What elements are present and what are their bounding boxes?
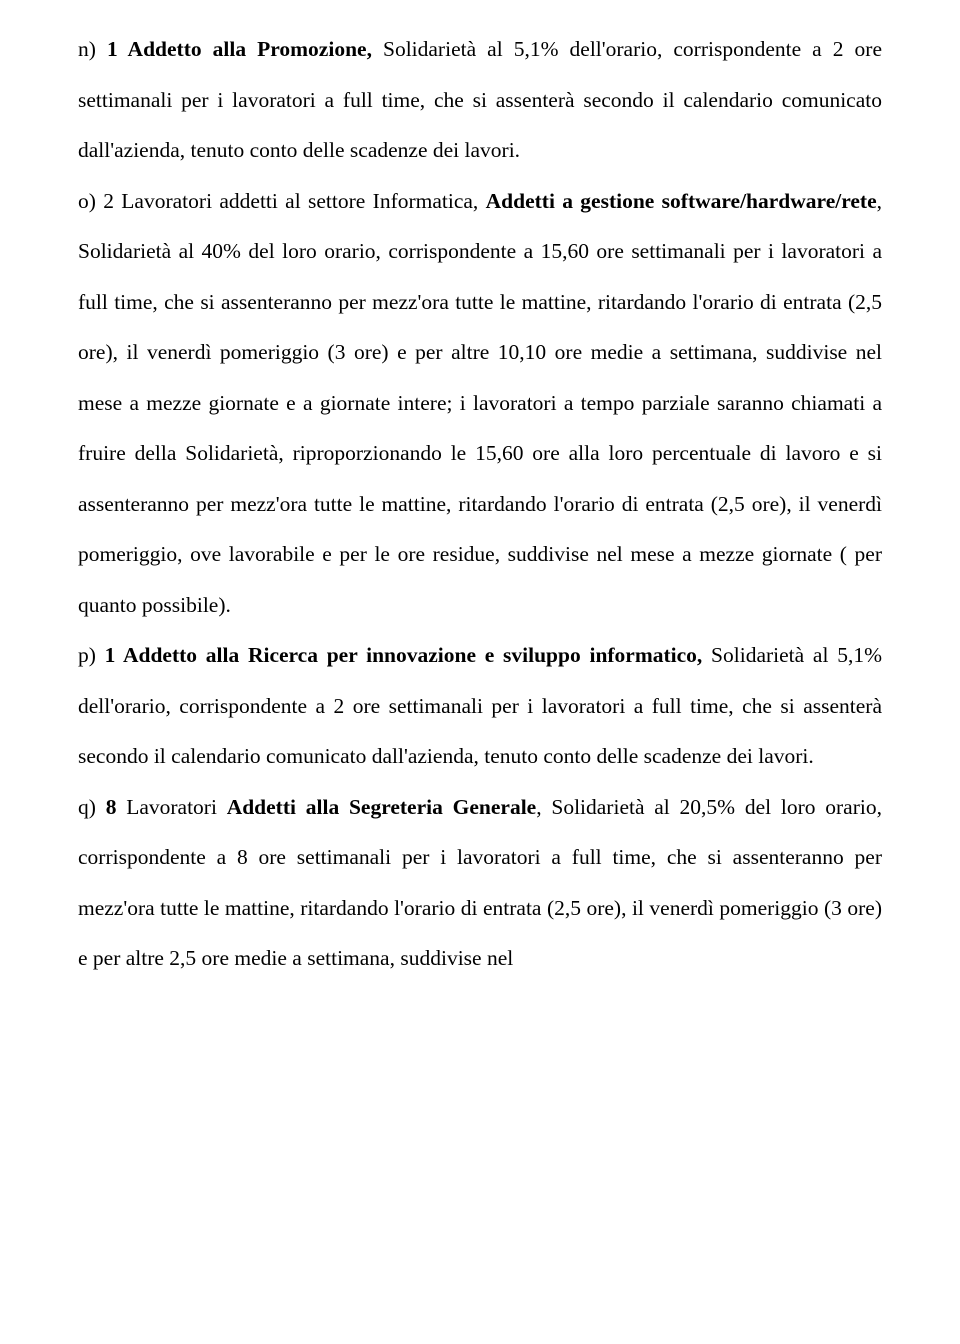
para-n-bold: 1 Addetto alla Promozione, <box>107 37 372 61</box>
document-page: n) 1 Addetto alla Promozione, Solidariet… <box>0 0 960 1344</box>
para-q-text2: , Solidarietà al 20,5% del loro orario, … <box>78 795 882 971</box>
para-q-text1: Lavoratori <box>116 795 226 819</box>
paragraph-p: p) 1 Addetto alla Ricerca per innovazion… <box>78 630 882 782</box>
para-n-prefix: n) <box>78 37 107 61</box>
para-q-prefix: q) <box>78 795 106 819</box>
paragraph-q: q) 8 Lavoratori Addetti alla Segreteria … <box>78 782 882 984</box>
para-o-bold: Addetti a gestione software/hardware/ret… <box>486 189 877 213</box>
para-o-prefix: o) 2 Lavoratori addetti al settore Infor… <box>78 189 486 213</box>
para-o-text: , Solidarietà al 40% del loro orario, co… <box>78 189 882 617</box>
para-q-bold2: Addetti alla Segreteria Generale <box>227 795 537 819</box>
para-p-prefix: p) <box>78 643 105 667</box>
para-q-bold1: 8 <box>106 795 117 819</box>
paragraph-n: n) 1 Addetto alla Promozione, Solidariet… <box>78 24 882 176</box>
paragraph-o: o) 2 Lavoratori addetti al settore Infor… <box>78 176 882 631</box>
para-p-bold: 1 Addetto alla Ricerca per innovazione e… <box>105 643 703 667</box>
